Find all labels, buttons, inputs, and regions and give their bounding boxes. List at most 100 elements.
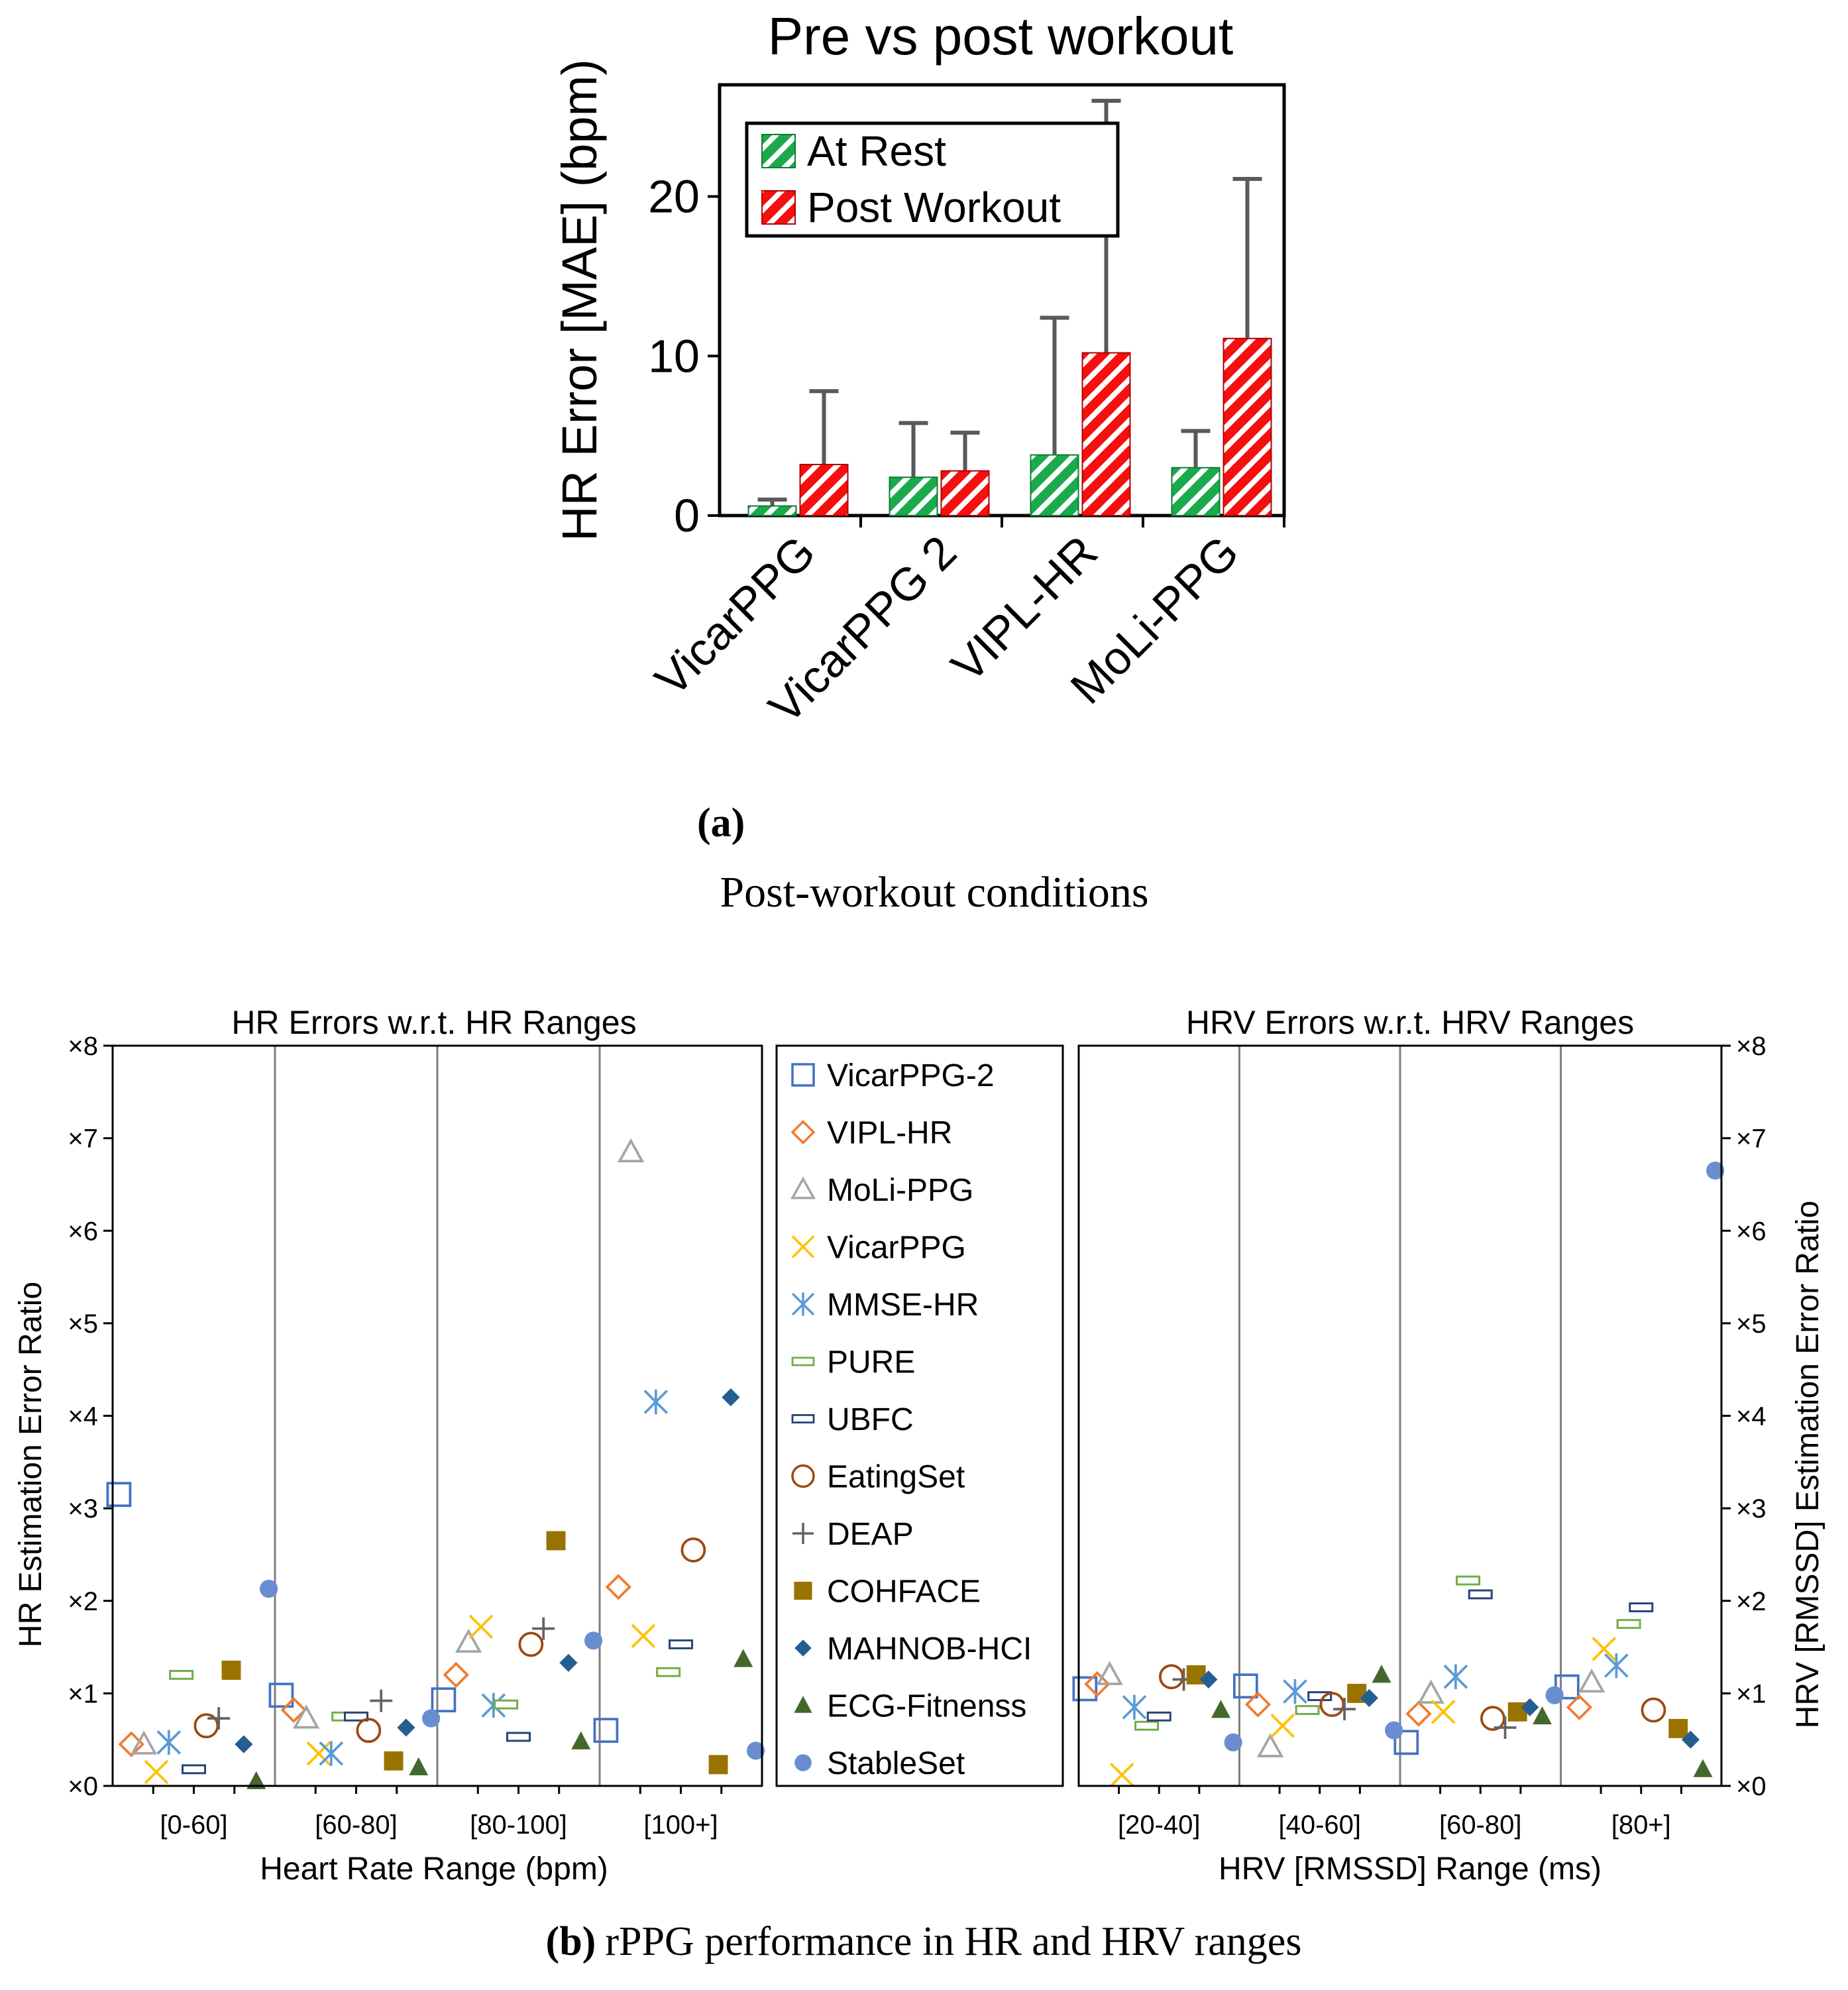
hr-point-mahnob-hci-0-60-shape [235, 1735, 253, 1753]
bar-y-ticks: 0 10 20 [648, 171, 720, 541]
hr-point-ecg-fitnenss-100-shape [734, 1649, 753, 1667]
hr-point-vicarppg-0-60 [144, 1759, 169, 1785]
hr-point-eatingset-60-80-shape [356, 1718, 382, 1743]
hr-plot-frame [111, 1044, 763, 1787]
hrv-point-stableset-60-80-shape [1545, 1686, 1564, 1704]
hrv-point-ubfc-40-60 [1307, 1691, 1332, 1702]
hr-x-categories: [0-60] [60-80] [80-100] [100+] [152, 1786, 723, 1840]
hr-point-ubfc-0-60-shape [182, 1764, 206, 1775]
hrv-point-vipl-hr-40-60-shape [1244, 1691, 1272, 1718]
hrv-y-tick-label: ×7 [1736, 1125, 1766, 1154]
hr-point-stableset-100 [746, 1741, 765, 1760]
hr-point-deap-80-100 [532, 1617, 555, 1640]
hrv-point-ubfc-40-60-shape [1307, 1691, 1332, 1702]
hr-y-tick-label: ×4 [68, 1402, 98, 1431]
legend-swatch-post-workout [761, 190, 796, 225]
hrv-point-cohface-80 [1668, 1718, 1688, 1738]
hr-point-ecg-fitnenss-0-60 [246, 1771, 266, 1789]
hrv-point-vicarppg-40-60-stroke-2 [1270, 1713, 1295, 1738]
hrv-x-category-80: [80+] [1611, 1810, 1671, 1840]
caption-b-text: rPPG performance in HR and HRV ranges [605, 1919, 1301, 1964]
legend-label-post-workout: Post Workout [807, 184, 1061, 231]
legend-marker-mmse-hr [791, 1292, 815, 1316]
hrv-point-vicarppg-60-80 [1431, 1699, 1456, 1724]
caption-a-text: Post-workout conditions [720, 868, 1148, 916]
bar-y-tick-label: 0 [674, 490, 700, 541]
scatter-chart-hrv: HRV Errors w.r.t. HRV Ranges HRV [RMSSD]… [1072, 1004, 1825, 1887]
hr-point-vicarppg-2-80-100 [431, 1687, 457, 1713]
hr-point-moli-ppg-80-100 [455, 1628, 482, 1653]
hrv-point-eatingset-20-40-shape [1159, 1664, 1184, 1690]
hrv-point-eatingset-40-60-shape [1319, 1692, 1345, 1717]
hrv-point-deap-60-80 [1494, 1716, 1517, 1740]
hr-point-vicarppg-2-0-60 [106, 1482, 132, 1508]
hr-point-ubfc-60-80-shape [344, 1711, 368, 1722]
hrv-point-stableset-80-shape [1706, 1161, 1725, 1180]
hrv-point-mahnob-hci-60-80 [1521, 1698, 1539, 1716]
hrv-point-moli-ppg-60-80-shape [1417, 1679, 1444, 1704]
hr-point-eatingset-100 [680, 1537, 706, 1563]
caption-b-label: (b) [546, 1919, 596, 1964]
hrv-point-deap-40-60 [1333, 1698, 1356, 1721]
bar-post-workout-vicarppg-2 [940, 470, 990, 516]
hr-y-tick-label: ×1 [68, 1679, 98, 1708]
hr-point-vicarppg-0-60-stroke-2 [144, 1759, 169, 1785]
legend-marker-cohface [794, 1581, 812, 1600]
hr-point-eatingset-60-80 [356, 1718, 382, 1743]
hr-points [106, 1138, 765, 1789]
hrv-point-ecg-fitnenss-40-60 [1372, 1665, 1391, 1683]
hr-point-moli-ppg-100-shape [617, 1138, 645, 1163]
hrv-point-ubfc-20-40-shape [1146, 1711, 1171, 1722]
legend-label-at-rest: At Rest [807, 127, 946, 175]
hr-point-stableset-80-100-shape [584, 1631, 603, 1650]
hrv-point-mmse-hr-60-80 [1443, 1664, 1468, 1689]
legend-marker-vicarppg-2 [791, 1063, 815, 1087]
hrv-point-eatingset-80-shape [1641, 1697, 1666, 1723]
legend-label-stableset: StableSet [827, 1746, 965, 1781]
hrv-point-stableset-20-40-shape [1224, 1733, 1242, 1751]
hrv-point-stableset-40-60-shape [1385, 1721, 1403, 1740]
hrv-point-moli-ppg-60-80 [1417, 1679, 1444, 1704]
hr-point-mahnob-hci-100-shape [722, 1388, 740, 1407]
hr-y-tick-label: ×8 [68, 1032, 98, 1061]
hrv-point-vicarppg-60-80-stroke-2 [1431, 1699, 1456, 1724]
hrv-point-vipl-hr-60-80 [1405, 1700, 1432, 1727]
hrv-point-vicarppg-80 [1592, 1637, 1617, 1661]
hrv-chart-title: HRV Errors w.r.t. HRV Ranges [1186, 1004, 1634, 1041]
legend-marker-eatingset-shape [791, 1464, 815, 1488]
legend-marker-vicarppg [791, 1235, 815, 1258]
hr-point-ecg-fitnenss-0-60-shape [246, 1771, 266, 1789]
hr-point-vicarppg-80-100 [468, 1614, 494, 1639]
hrv-point-stableset-80 [1706, 1161, 1725, 1180]
hr-point-ecg-fitnenss-80-100 [571, 1731, 591, 1749]
hr-point-vicarppg-100-stroke-2 [631, 1624, 656, 1649]
legend-marker-mahnob-hci-shape [794, 1639, 812, 1657]
bar-at-rest-moli-ppg [1171, 467, 1221, 516]
hr-y-axis-label: HR Estimation Error Ratio [13, 1282, 48, 1647]
bar-post-workout-vipl-hr [1081, 352, 1131, 517]
hrv-point-mmse-hr-20-40 [1122, 1694, 1147, 1720]
bar-at-rest-vicarppg [747, 505, 797, 516]
hrv-y-tick-label: ×3 [1736, 1494, 1766, 1523]
hr-point-deap-60-80 [370, 1689, 393, 1712]
hr-point-moli-ppg-0-60-shape [130, 1730, 158, 1755]
hrv-point-pure-40-60-shape [1295, 1705, 1320, 1715]
hrv-point-vicarppg-2-20-40 [1072, 1676, 1098, 1702]
hrv-point-pure-40-60 [1295, 1705, 1320, 1715]
legend-marker-moli-ppg [790, 1176, 816, 1199]
hr-point-vipl-hr-60-80-shape [280, 1696, 307, 1724]
hrv-point-ecg-fitnenss-80-shape [1693, 1759, 1713, 1777]
hr-point-stableset-0-60-shape [259, 1579, 278, 1598]
hrv-point-mahnob-hci-80-shape [1681, 1730, 1700, 1749]
hrv-point-pure-60-80-shape [1456, 1575, 1481, 1586]
hrv-point-mahnob-hci-20-40-shape [1199, 1670, 1218, 1689]
hrv-x-category-20-40: [20-40] [1118, 1810, 1201, 1840]
legend-label-ubfc: UBFC [827, 1402, 914, 1437]
hrv-y-tick-label: ×2 [1736, 1587, 1766, 1616]
hr-point-stableset-0-60 [259, 1579, 278, 1598]
bar-post-workout-vicarppg [799, 463, 849, 516]
hr-point-eatingset-80-100-shape [518, 1631, 544, 1657]
hrv-point-eatingset-60-80 [1480, 1706, 1505, 1731]
bar-y-tick-label: 20 [648, 171, 700, 223]
